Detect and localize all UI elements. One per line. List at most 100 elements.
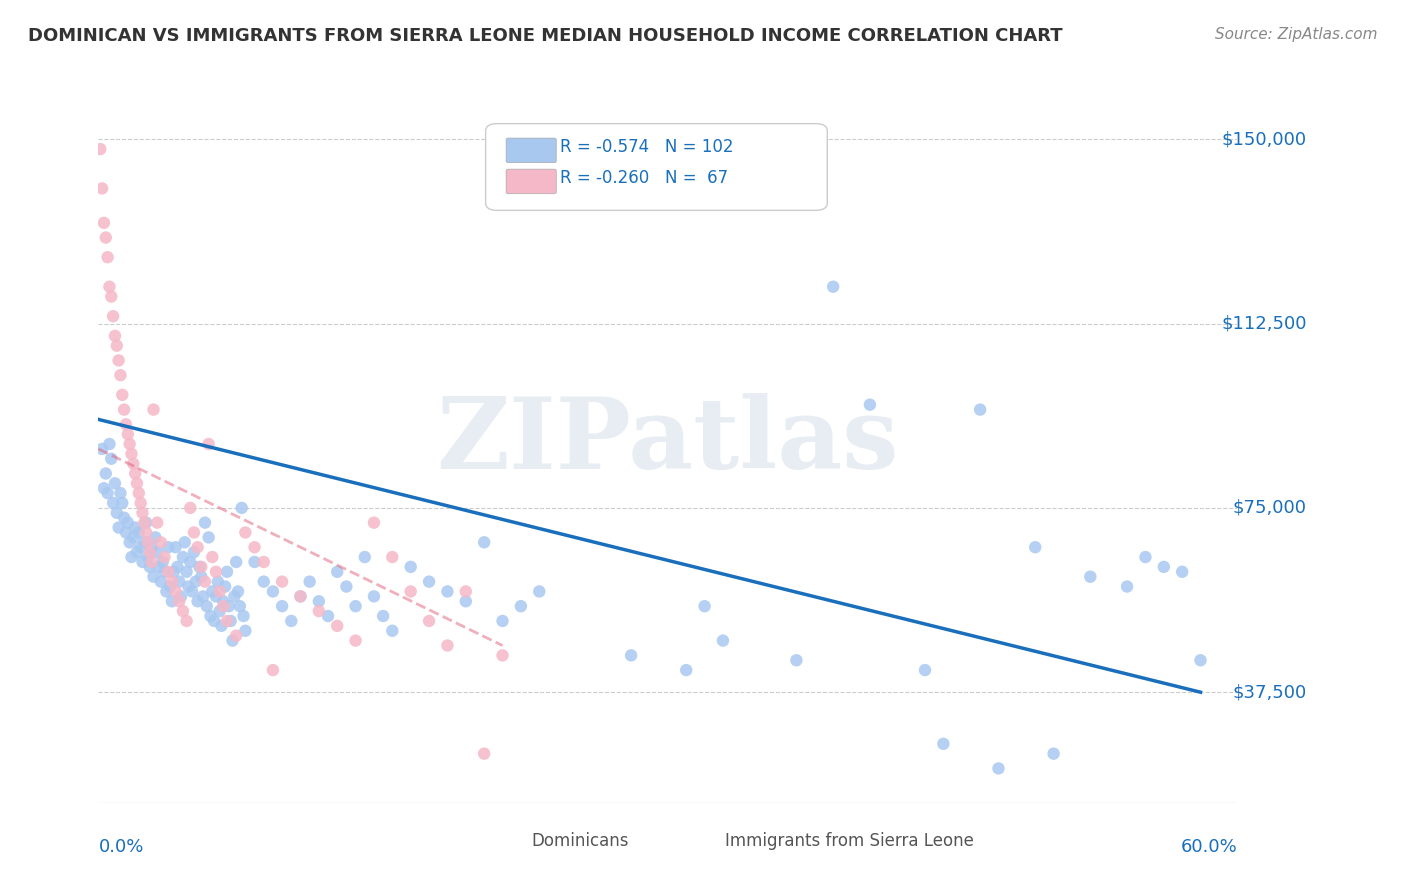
- Point: [105, 506, 128, 520]
- Point: [183, 525, 205, 540]
- Point: [231, 500, 253, 515]
- Point: [170, 590, 193, 604]
- Point: [197, 530, 219, 544]
- Point: [436, 639, 458, 653]
- Text: ZIPatlas: ZIPatlas: [437, 393, 898, 490]
- Point: [371, 609, 394, 624]
- Point: [122, 457, 145, 471]
- Point: [172, 604, 194, 618]
- Point: [101, 496, 124, 510]
- Point: [167, 594, 190, 608]
- Point: [118, 437, 141, 451]
- Point: [262, 584, 284, 599]
- Point: [1042, 747, 1064, 761]
- Text: Dominicans: Dominicans: [531, 831, 628, 850]
- Point: [179, 500, 201, 515]
- Point: [104, 329, 127, 343]
- Point: [218, 599, 240, 614]
- Point: [152, 555, 174, 569]
- Point: [134, 535, 156, 549]
- Text: DOMINICAN VS IMMIGRANTS FROM SIERRA LEONE MEDIAN HOUSEHOLD INCOME CORRELATION CH: DOMINICAN VS IMMIGRANTS FROM SIERRA LEON…: [28, 27, 1063, 45]
- Point: [308, 604, 330, 618]
- Point: [107, 520, 129, 534]
- Text: $112,500: $112,500: [1222, 315, 1306, 333]
- Point: [111, 496, 134, 510]
- Point: [173, 535, 195, 549]
- Point: [166, 560, 188, 574]
- Point: [197, 437, 219, 451]
- Point: [363, 590, 385, 604]
- Point: [124, 520, 146, 534]
- Point: [235, 624, 257, 638]
- Point: [202, 614, 225, 628]
- Text: $37,500: $37,500: [1233, 683, 1306, 701]
- Point: [91, 181, 114, 195]
- Point: [121, 549, 143, 564]
- Point: [859, 398, 882, 412]
- Point: [224, 590, 246, 604]
- Point: [134, 516, 156, 530]
- Point: [214, 580, 236, 594]
- Point: [118, 535, 141, 549]
- Point: [225, 629, 247, 643]
- Point: [91, 442, 114, 456]
- Point: [620, 648, 643, 663]
- Point: [711, 633, 734, 648]
- Point: [190, 570, 212, 584]
- Point: [167, 574, 190, 589]
- Text: $150,000: $150,000: [1222, 130, 1306, 148]
- Point: [135, 516, 157, 530]
- Point: [208, 604, 231, 618]
- FancyBboxPatch shape: [485, 124, 827, 211]
- FancyBboxPatch shape: [506, 169, 557, 194]
- Point: [149, 574, 172, 589]
- Point: [326, 619, 349, 633]
- Point: [101, 309, 124, 323]
- Point: [232, 609, 254, 624]
- Point: [111, 388, 134, 402]
- Point: [381, 624, 404, 638]
- Point: [98, 437, 121, 451]
- Point: [146, 545, 169, 559]
- Point: [100, 451, 122, 466]
- Point: [153, 565, 176, 579]
- Point: [139, 545, 162, 559]
- Point: [529, 584, 551, 599]
- Point: [243, 540, 266, 554]
- FancyBboxPatch shape: [472, 823, 522, 844]
- Point: [226, 584, 249, 599]
- Point: [117, 516, 139, 530]
- Point: [1116, 580, 1139, 594]
- Point: [212, 599, 235, 614]
- Point: [124, 467, 146, 481]
- Text: 60.0%: 60.0%: [1181, 838, 1237, 855]
- Point: [146, 516, 169, 530]
- Point: [165, 584, 187, 599]
- Point: [112, 402, 135, 417]
- Point: [195, 599, 218, 614]
- Point: [235, 525, 257, 540]
- Point: [163, 565, 186, 579]
- Point: [290, 590, 312, 604]
- Point: [194, 516, 217, 530]
- Point: [1078, 570, 1101, 584]
- Point: [399, 560, 422, 574]
- Point: [201, 549, 224, 564]
- Point: [129, 540, 152, 554]
- Point: [115, 525, 138, 540]
- Point: [141, 555, 163, 569]
- Point: [208, 584, 231, 599]
- Point: [509, 599, 531, 614]
- Point: [110, 368, 132, 383]
- Point: [128, 486, 150, 500]
- Point: [344, 599, 367, 614]
- Point: [253, 574, 276, 589]
- Text: Immigrants from Sierra Leone: Immigrants from Sierra Leone: [725, 831, 974, 850]
- Point: [436, 584, 458, 599]
- Point: [914, 663, 936, 677]
- Point: [176, 614, 198, 628]
- Point: [207, 574, 229, 589]
- Point: [271, 574, 294, 589]
- Point: [153, 549, 176, 564]
- Point: [211, 619, 233, 633]
